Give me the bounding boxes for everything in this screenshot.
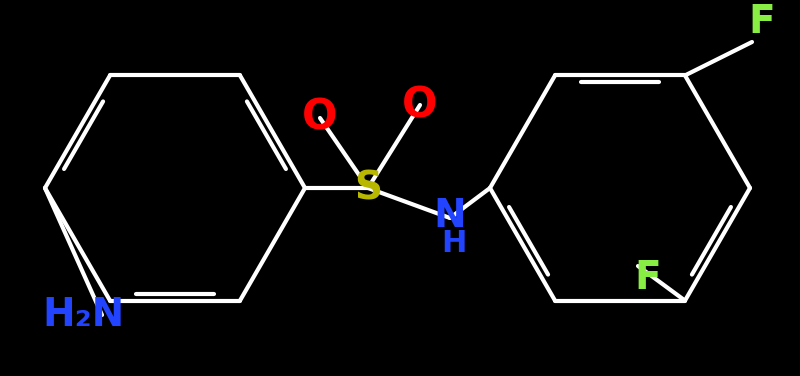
- Text: O: O: [402, 84, 438, 126]
- Text: H₂N: H₂N: [42, 296, 124, 334]
- Text: O: O: [302, 97, 338, 139]
- Text: N: N: [434, 197, 466, 235]
- Text: H: H: [442, 229, 466, 259]
- Text: S: S: [354, 169, 382, 207]
- Text: F: F: [749, 3, 775, 41]
- Text: F: F: [634, 259, 662, 297]
